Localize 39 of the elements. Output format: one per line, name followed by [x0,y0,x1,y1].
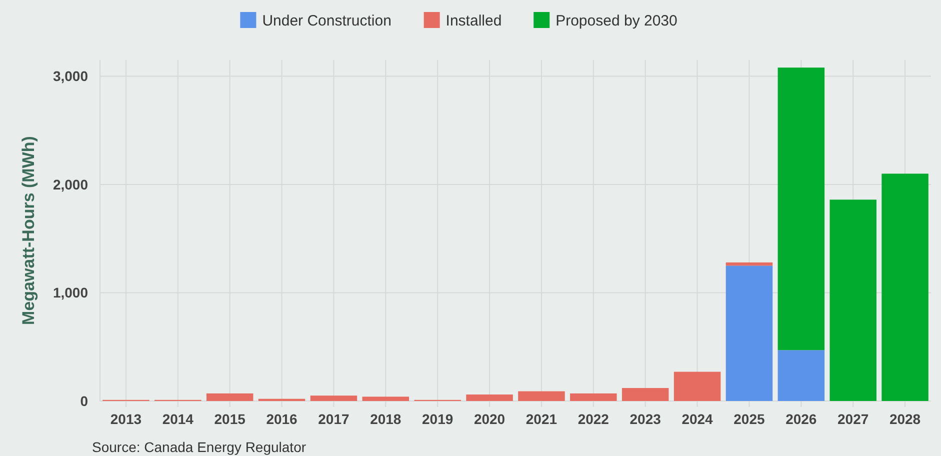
x-tick-label: 2023 [630,411,662,427]
y-tick-label: 2,000 [52,176,88,192]
bar [362,396,410,401]
x-tick-label: 2028 [889,411,921,427]
bar [310,396,358,401]
bar [570,393,617,401]
legend-label: Proposed by 2030 [556,12,678,30]
y-tick-label: 3,000 [52,68,88,84]
x-tick-label: 2021 [526,411,558,427]
x-tick-label: 2013 [110,411,142,427]
x-tick-label: 2027 [838,411,869,427]
x-tick-label: 2020 [474,411,506,427]
x-tick-label: 2019 [422,411,454,427]
bar [726,266,773,401]
bar [206,393,254,401]
x-tick-label: 2017 [318,411,350,427]
y-tick-label: 0 [80,392,88,409]
x-tick-label: 2015 [214,411,246,427]
x-tick-label: 2022 [578,411,610,427]
source-note: Source: Canada Energy Regulator [92,439,306,455]
bar [778,68,825,350]
bar [726,262,773,266]
bar [830,200,876,401]
legend-label: Under Construction [262,12,392,30]
bar [882,174,928,401]
bar [674,372,721,401]
bar [518,391,565,401]
x-tick-label: 2014 [162,411,194,427]
x-tick-label: 2026 [786,411,817,427]
bar [622,388,669,401]
legend-label: Installed [446,12,502,30]
bar [466,394,513,401]
x-tick-label: 2024 [682,411,714,427]
x-tick-label: 2018 [370,411,402,427]
y-tick-label: 1,000 [52,284,88,301]
bar [778,350,825,401]
x-tick-label: 2025 [734,411,765,427]
x-tick-label: 2016 [266,411,298,427]
y-axis-title: Megawatt-Hours (MWh) [19,136,38,325]
